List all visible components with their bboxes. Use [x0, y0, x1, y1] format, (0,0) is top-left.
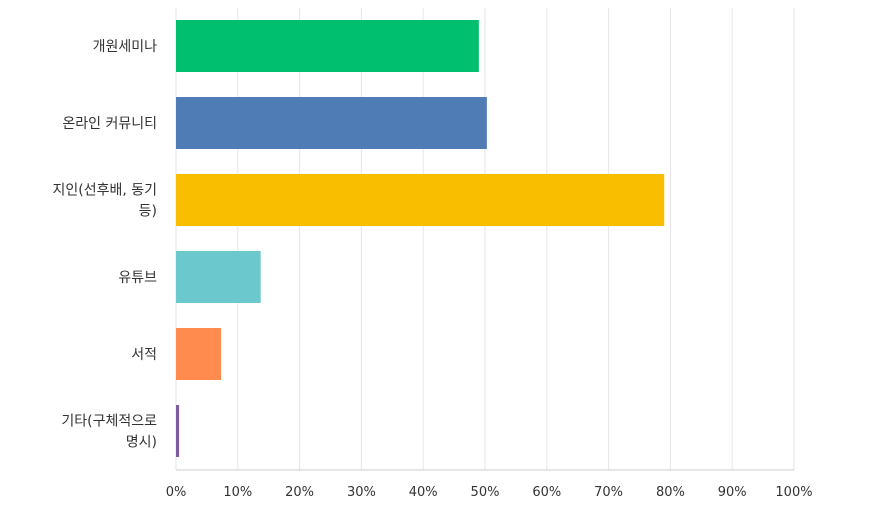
category-label: 등) [139, 204, 157, 220]
x-tick-label: 0% [166, 485, 187, 500]
bars [176, 20, 665, 457]
grid-lines [175, 8, 795, 470]
category-label: 명시) [126, 435, 157, 451]
x-tick-label: 20% [285, 485, 314, 500]
x-tick-label: 40% [409, 485, 438, 500]
x-tick-label: 90% [718, 485, 747, 500]
bar [176, 328, 222, 380]
x-tick-label: 100% [775, 485, 812, 500]
bar [176, 251, 261, 303]
x-tick-label: 30% [347, 485, 376, 500]
x-tick-label: 10% [223, 485, 252, 500]
bar [176, 405, 180, 457]
category-label: 개원세미나 [93, 39, 158, 55]
bar [176, 20, 479, 72]
bar [176, 97, 487, 149]
category-label: 온라인 커뮤니티 [62, 116, 157, 132]
x-tick-label: 70% [594, 485, 623, 500]
category-label: 기타(구체적으로 [61, 414, 157, 430]
category-label: 유튜브 [118, 270, 157, 286]
x-tick-label: 80% [656, 485, 685, 500]
category-label: 지인(선후배, 동기 [52, 183, 157, 199]
bar [176, 174, 665, 226]
category-label: 서적 [131, 347, 157, 363]
x-tick-label: 60% [532, 485, 561, 500]
x-tick-label: 50% [471, 485, 500, 500]
x-tick-labels: 0% 10% 20% 30% 40% 50% 60% 70% 80% 90% 100% [166, 485, 813, 500]
